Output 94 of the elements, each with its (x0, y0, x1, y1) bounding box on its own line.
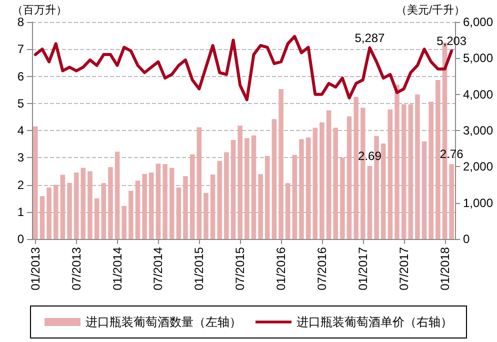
y2-tick-label: 2,000 (463, 160, 494, 174)
bar (176, 187, 182, 239)
x-tick-label: 07/2014 (151, 246, 166, 290)
bar (238, 126, 242, 239)
bar (449, 164, 454, 239)
bar (80, 168, 86, 239)
bar (224, 152, 229, 239)
bar (67, 182, 72, 239)
bar (169, 168, 174, 239)
bar (354, 96, 358, 239)
bar (299, 139, 304, 239)
bar (217, 160, 222, 239)
bar (312, 128, 318, 239)
y-tick-label: 0 (17, 232, 24, 246)
y-tick-label: 6 (17, 69, 24, 84)
y2-tick-label: 3,000 (463, 124, 494, 138)
bar (114, 152, 120, 239)
bar (285, 183, 290, 239)
bar (272, 119, 277, 239)
bar (326, 110, 332, 239)
bar (230, 140, 236, 239)
data-label: 5,287 (354, 30, 386, 45)
y-tick-label: 3 (17, 150, 24, 165)
y-tick-label: 4 (17, 124, 24, 138)
bar (401, 104, 406, 239)
bar (204, 192, 208, 239)
y-tick-label: 8 (17, 15, 24, 29)
x-tick-label: 07/2015 (233, 246, 248, 290)
bar (264, 156, 270, 239)
bar (40, 196, 45, 239)
bar (408, 104, 414, 239)
bar (422, 141, 427, 239)
data-label: 5,203 (436, 34, 467, 48)
y-tick-label: 1 (17, 204, 24, 219)
bar (306, 138, 311, 239)
bar (88, 171, 92, 239)
y2-axis-title: （美元/千升） (396, 4, 465, 16)
bar (320, 122, 324, 239)
bar (94, 198, 100, 239)
x-tick-label: 01/2015 (192, 246, 206, 290)
bar (196, 127, 202, 239)
bar (74, 172, 79, 239)
y2-tick-label: 0 (463, 232, 470, 246)
legend-label: 进口瓶装葡萄酒单价（右轴） (296, 315, 452, 329)
bar (333, 128, 338, 239)
y2-tick-label: 6,000 (463, 15, 494, 29)
data-label: 2.69 (358, 149, 382, 164)
bar (60, 174, 66, 239)
bar (53, 184, 58, 239)
x-tick-label: 07/2016 (314, 246, 329, 290)
x-tick-label: 01/2016 (274, 246, 288, 290)
bar (190, 154, 195, 239)
y-tick-label: 2 (17, 178, 24, 192)
bar (346, 116, 352, 239)
y2-tick-label: 1,000 (463, 196, 494, 210)
x-tick-label: 01/2018 (438, 246, 452, 290)
bar (415, 94, 420, 239)
bar (340, 158, 345, 239)
legend-label: 进口瓶装葡萄酒数量（左轴） (86, 315, 242, 329)
x-tick-label: 07/2013 (69, 246, 84, 290)
y-tick-label: 5 (17, 96, 24, 110)
bar (367, 166, 372, 239)
bar (162, 164, 168, 239)
bar (436, 80, 440, 239)
x-tick-label: 07/2017 (396, 246, 411, 290)
bar (156, 164, 161, 239)
bar (183, 176, 188, 239)
bar (258, 174, 263, 239)
x-tick-label: 01/2014 (110, 246, 124, 290)
bar (46, 187, 52, 239)
data-label: 2.76 (440, 147, 464, 162)
bar (210, 174, 216, 239)
x-tick-label: 01/2017 (356, 246, 370, 290)
bar (128, 190, 134, 239)
bar (292, 154, 298, 239)
bar (244, 138, 250, 239)
bar (388, 109, 393, 239)
bar (142, 174, 147, 239)
x-tick-label: 01/2013 (28, 246, 42, 290)
bar (108, 167, 113, 239)
bar (33, 126, 38, 239)
bar (135, 180, 140, 239)
bar (428, 102, 434, 239)
bar (380, 144, 386, 239)
bar (149, 172, 154, 239)
y2-tick-label: 4,000 (463, 87, 494, 102)
bar (278, 89, 284, 239)
bar (101, 183, 106, 239)
y2-tick-label: 5,000 (463, 51, 494, 66)
y-axis-title: （百万升） (12, 4, 67, 16)
bar (122, 206, 126, 239)
bar (394, 84, 400, 239)
y-tick-label: 7 (17, 42, 24, 56)
bar (251, 135, 256, 239)
